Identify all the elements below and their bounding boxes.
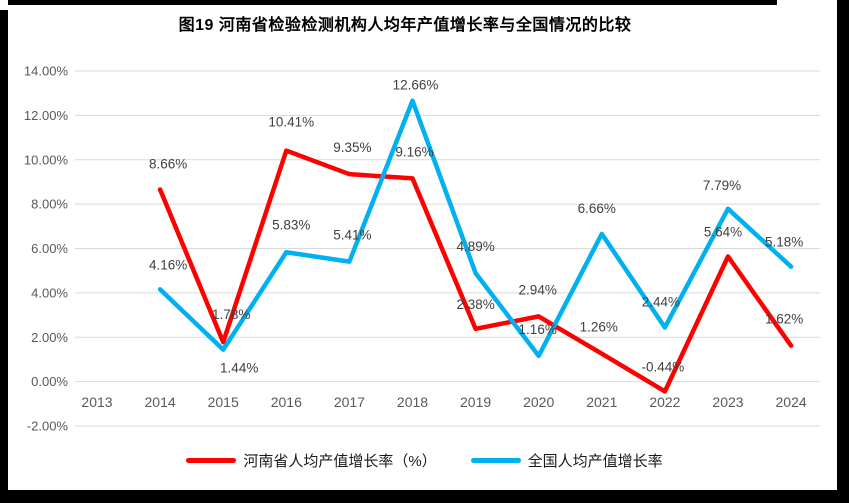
x-axis-tick-label: 2024 <box>776 394 807 410</box>
data-label: 5.83% <box>272 217 310 232</box>
legend-label-henan: 河南省人均产值增长率（%） <box>243 452 437 470</box>
x-axis-tick-label: 2017 <box>334 394 365 410</box>
data-label: 8.66% <box>149 156 187 171</box>
data-label: 4.89% <box>456 239 494 254</box>
y-axis-tick-label: 10.00% <box>24 152 69 167</box>
window-border-right <box>837 0 849 503</box>
data-label: 4.16% <box>149 257 187 272</box>
x-axis-tick-label: 2016 <box>271 394 302 410</box>
data-label: 1.16% <box>519 322 557 337</box>
data-label: 1.26% <box>580 320 618 335</box>
x-axis-tick-label: 2022 <box>649 394 680 410</box>
chart-title: 图19 河南省检验检测机构人均年产值增长率与全国情况的比较 <box>178 17 632 34</box>
x-axis-tick-label: 2021 <box>586 394 617 410</box>
x-axis-tick-label: 2019 <box>460 394 491 410</box>
window-border-left <box>0 10 8 490</box>
y-axis-tick-label: 14.00% <box>24 64 69 79</box>
chart-legend: 河南省人均产值增长率（%） 全国人均产值增长率 <box>0 449 849 471</box>
legend-swatch-henan-line <box>186 457 237 463</box>
data-label: -0.44% <box>642 359 685 374</box>
y-axis-tick-label: 0.00% <box>31 374 68 389</box>
data-label: 7.79% <box>703 178 741 193</box>
series-line <box>157 98 794 359</box>
window-border-bottom <box>0 490 849 503</box>
x-axis-tick-label: 2023 <box>712 394 743 410</box>
data-label: 1.62% <box>765 312 803 327</box>
y-axis-tick-label: -2.00% <box>27 419 69 434</box>
data-label: 6.66% <box>578 201 616 216</box>
data-label: 5.64% <box>704 224 742 239</box>
data-label: 2.38% <box>456 297 494 312</box>
data-label: 10.41% <box>268 115 314 130</box>
legend-label-national: 全国人均产值增长率 <box>527 452 663 470</box>
data-label: 5.41% <box>333 228 371 243</box>
data-label: 2.94% <box>519 282 557 297</box>
data-label: 9.16% <box>395 144 433 159</box>
data-label: 2.44% <box>642 294 680 309</box>
x-axis-tick-label: 2020 <box>523 394 554 410</box>
series-line <box>157 148 794 394</box>
data-label: 12.66% <box>393 78 439 93</box>
data-label: 5.18% <box>765 235 803 250</box>
data-label: 1.78% <box>212 307 250 322</box>
x-axis-tick-label: 2018 <box>397 394 428 410</box>
data-label: 9.35% <box>333 140 371 155</box>
legend-item-henan: 河南省人均产值增长率（%） <box>186 450 437 471</box>
window-border-top <box>8 0 777 5</box>
x-axis-tick-label: 2013 <box>81 394 112 410</box>
y-axis-tick-label: 12.00% <box>24 108 69 123</box>
data-label: 1.44% <box>220 361 258 376</box>
y-axis-tick-label: 8.00% <box>31 197 68 212</box>
y-axis-tick-label: 4.00% <box>31 285 68 300</box>
legend-item-national: 全国人均产值增长率 <box>470 450 663 471</box>
legend-swatch-national-line <box>470 457 521 463</box>
y-axis-tick-label: 2.00% <box>31 330 68 345</box>
x-axis-tick-label: 2015 <box>208 394 239 410</box>
x-axis-tick-label: 2014 <box>145 394 176 410</box>
y-axis-tick-label: 6.00% <box>31 241 68 256</box>
